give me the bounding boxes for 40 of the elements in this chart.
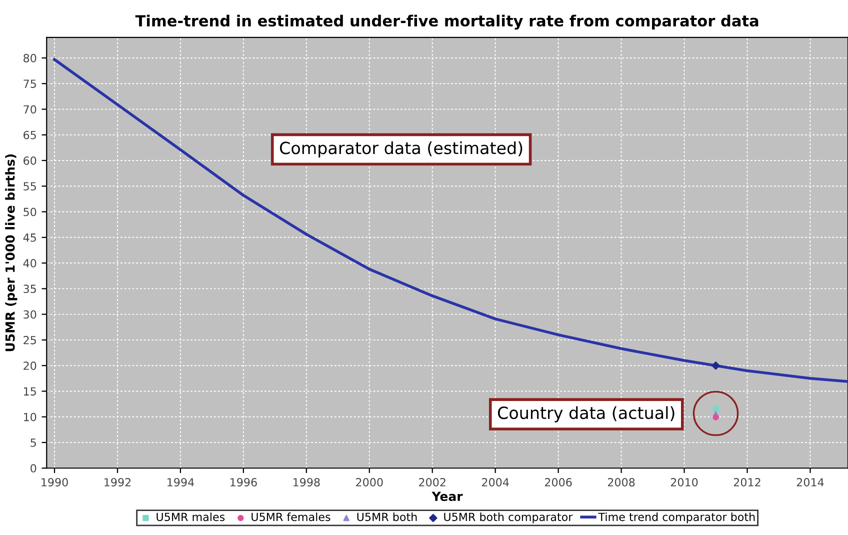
y-tick-label: 65 (24, 130, 36, 140)
legend-label: U5MR males (156, 512, 225, 522)
legend-label: U5MR females (252, 512, 330, 522)
y-tick-label: 45 (23, 234, 36, 242)
y-tick-label: 40 (23, 259, 36, 268)
x-tick-label: 2010 (670, 478, 698, 486)
chart-title: Time-trend in estimated under-five mortality rate from comparator data (135, 14, 758, 30)
legend-label: U5MR both comparator (444, 512, 573, 524)
x-tick-label: 2000 (356, 478, 383, 486)
y-tick-label: 15 (24, 387, 36, 396)
x-tick-label: 1994 (168, 478, 194, 486)
annotation: Country data (actual) (498, 406, 674, 422)
y-tick-label: 25 (24, 336, 36, 344)
y-axis-title: U5MR (per 1'000 live births) (5, 154, 18, 352)
legend-label: Time trend comparator both (598, 512, 755, 524)
x-tick-label: 1998 (293, 478, 320, 486)
y-tick-label: 10 (24, 412, 36, 422)
x-tick-label: 2006 (544, 478, 572, 486)
y-tick-label: 60 (24, 156, 36, 165)
y-tick-label: 0 (30, 464, 36, 473)
y-tick-label: 35 (24, 284, 36, 294)
x-tick-label: 2014 (796, 478, 824, 486)
x-tick-label: 1992 (104, 478, 131, 486)
x-tick-label: 2008 (608, 478, 635, 486)
x-tick-label: 1996 (230, 478, 257, 486)
x-tick-label: 1990 (42, 478, 68, 486)
x-tick-label: 2012 (734, 478, 760, 486)
y-tick-label: 70 (24, 105, 36, 114)
y-tick-label: 55 (24, 182, 36, 191)
y-tick-label: 30 (24, 310, 36, 319)
y-tick-label: 80 (24, 54, 36, 62)
x-tick-label: 2002 (419, 478, 446, 486)
y-tick-label: 75 (24, 80, 36, 88)
legend-label: U5MR both (357, 512, 417, 522)
y-tick-label: 5 (30, 438, 36, 447)
annotation: Comparator data (estimated) (280, 141, 522, 158)
x-axis-title: Year (432, 492, 463, 502)
y-tick-label: 20 (24, 362, 36, 370)
y-tick-label: 50 (24, 208, 36, 216)
x-tick-label: 2004 (482, 478, 509, 486)
